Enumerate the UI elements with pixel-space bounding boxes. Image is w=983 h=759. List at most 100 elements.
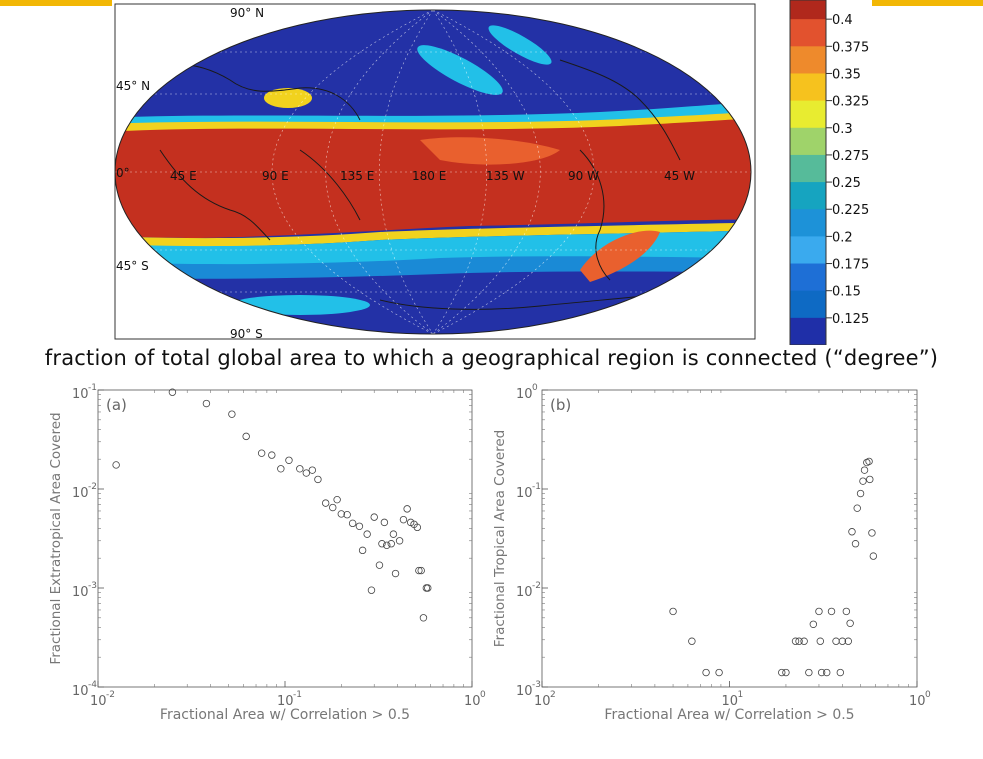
colorbar-tick-label: 0.3 xyxy=(832,122,853,137)
data-point xyxy=(866,475,874,484)
data-point xyxy=(805,668,813,677)
data-point xyxy=(383,541,391,549)
data-point xyxy=(417,566,425,575)
data-point xyxy=(851,540,860,548)
y-tick-label: 10 xyxy=(72,387,89,402)
y-tick-exponent: -4 xyxy=(88,680,97,690)
colorbar-tick-label: 0.15 xyxy=(832,285,861,300)
x-tick-exponent: 2 xyxy=(550,690,556,700)
data-point xyxy=(669,607,677,616)
data-point xyxy=(856,489,865,498)
data-point xyxy=(168,388,177,396)
colorbar-swatch xyxy=(790,290,826,319)
colorbar-tick-label: 0.4 xyxy=(832,13,853,28)
data-point xyxy=(817,668,826,677)
data-point xyxy=(844,637,852,645)
panel-label: (a) xyxy=(106,396,127,414)
data-point xyxy=(391,569,400,578)
data-point xyxy=(348,519,357,528)
data-point xyxy=(827,607,836,616)
y-tick-exponent: -1 xyxy=(88,383,97,393)
data-point xyxy=(395,537,404,545)
south-america-hotspot xyxy=(580,230,660,282)
longitude-labels: 45 E 90 E 135 E 180 E 135 W 90 W 45 W xyxy=(170,169,695,183)
y-tick-label: 10 xyxy=(72,684,89,699)
latitude-label: 0° xyxy=(116,166,130,180)
x-tick-exponent: 0 xyxy=(925,690,931,700)
data-point xyxy=(846,619,854,627)
data-point xyxy=(202,399,211,408)
data-point xyxy=(688,637,696,645)
tropical-red-band xyxy=(115,116,751,238)
data-point xyxy=(277,465,285,473)
x-tick-exponent: -1 xyxy=(293,690,302,700)
y-tick-label: 10 xyxy=(516,684,533,699)
longitude-label: 45 W xyxy=(664,169,695,183)
colorbar-tick-label: 0.2 xyxy=(832,230,853,245)
latitude-labels: 90° N 45° N 0° 45° S 90° S xyxy=(116,6,264,341)
x-tick-exponent: 0 xyxy=(480,690,486,700)
y-tick-exponent: -3 xyxy=(88,581,97,591)
data-point xyxy=(869,552,878,560)
data-point xyxy=(285,456,293,464)
y-tick-exponent: -2 xyxy=(532,581,541,591)
pacific-blob-north xyxy=(417,45,503,95)
data-point xyxy=(403,505,411,513)
colorbar-tick-label: 0.35 xyxy=(832,67,861,82)
data-point xyxy=(815,607,823,616)
southern-yellow-band xyxy=(115,222,751,247)
y-tick-label: 10 xyxy=(516,486,533,501)
y-tick-exponent: -3 xyxy=(532,680,541,690)
x-tick-label: 10 xyxy=(464,694,481,709)
data-point xyxy=(415,566,423,575)
data-point xyxy=(321,499,330,507)
longitude-label: 45 E xyxy=(170,169,197,183)
data-point xyxy=(363,530,371,538)
accent-bar-left xyxy=(0,0,112,6)
data-point xyxy=(242,432,250,441)
y-tick-exponent: -2 xyxy=(88,482,97,492)
y-axis-label: Fractional Extratropical Area Covered xyxy=(48,412,64,664)
colorbar-tick-label: 0.375 xyxy=(832,40,869,55)
data-point xyxy=(838,637,847,645)
figure-caption: fraction of total global area to which a… xyxy=(44,346,939,370)
data-point xyxy=(809,620,818,628)
colorbar-swatch xyxy=(790,236,826,265)
data-point xyxy=(702,668,710,677)
y-axis-label: Fractional Tropical Area Covered xyxy=(492,430,508,648)
data-point xyxy=(302,469,311,477)
longitude-label: 90 W xyxy=(568,169,599,183)
data-point xyxy=(853,504,861,512)
data-point xyxy=(112,461,120,469)
latitude-label: 90° N xyxy=(230,6,264,20)
data-point xyxy=(782,668,790,677)
data-point xyxy=(865,457,873,466)
colorbar-tick-label: 0.225 xyxy=(832,203,869,218)
colorbar-swatch xyxy=(790,317,826,345)
data-point xyxy=(399,515,408,524)
latitude-label: 45° N xyxy=(116,79,150,93)
asia-blob xyxy=(264,88,312,108)
data-point xyxy=(333,495,341,504)
data-point xyxy=(308,466,317,474)
colorbar-swatch xyxy=(790,263,826,292)
longitude-label: 180 E xyxy=(412,169,446,183)
data-point xyxy=(778,668,786,677)
plot-area xyxy=(541,389,918,688)
x-tick-label: 10 xyxy=(909,694,926,709)
colorbar-swatch xyxy=(790,46,826,74)
x-tick-exponent: 1 xyxy=(738,690,744,700)
data-point xyxy=(842,607,851,616)
data-point xyxy=(329,503,337,512)
colorbar: 0.4 0.375 0.35 0.325 0.3 0.275 0.25 0.225 0.2 0.1… xyxy=(789,0,869,345)
longitude-label: 135 E xyxy=(340,169,374,183)
colorbar-swatch xyxy=(790,209,826,237)
panel-label: (b) xyxy=(550,396,571,414)
colorbar-tick-label: 0.125 xyxy=(832,312,869,327)
x-tick-label: 10 xyxy=(90,694,107,709)
data-point xyxy=(795,637,803,645)
globe-field xyxy=(115,10,751,334)
data-point xyxy=(228,410,236,418)
y-tick-exponent: 0 xyxy=(532,383,538,393)
x-tick-label: 10 xyxy=(277,694,294,709)
